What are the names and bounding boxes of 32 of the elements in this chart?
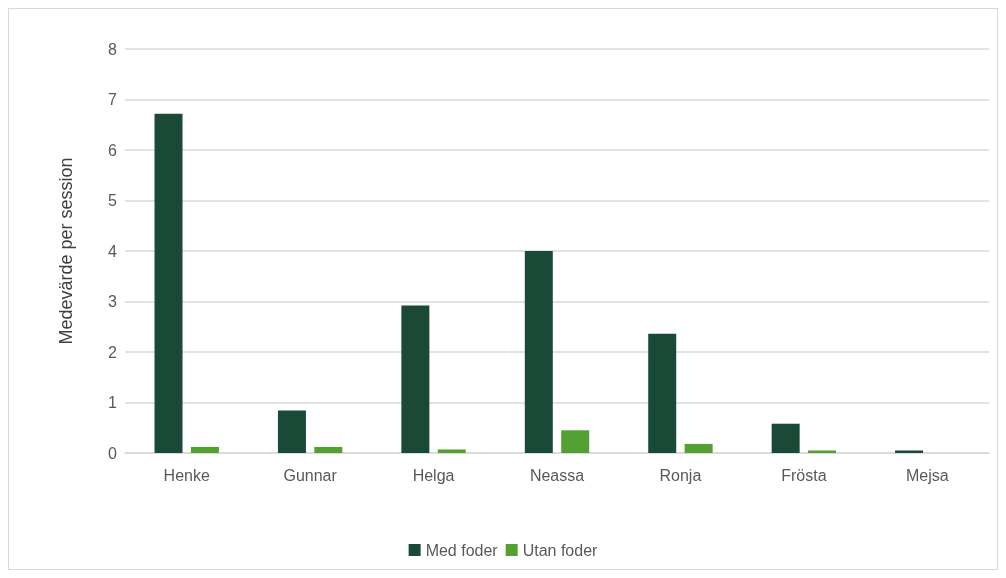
x-tick-label: Gunnar <box>283 466 338 484</box>
y-tick-label: 7 <box>108 91 118 108</box>
bar <box>684 443 713 453</box>
y-tick-label: 1 <box>108 394 118 411</box>
x-tick-label: Mejsa <box>905 466 949 484</box>
bar <box>154 113 183 453</box>
x-tick-label: Ronja <box>659 466 702 484</box>
bar <box>524 251 553 453</box>
y-axis-title: Medevärde per session <box>56 157 76 345</box>
bar <box>808 450 837 453</box>
bar <box>771 423 800 453</box>
y-tick-label: 6 <box>108 141 118 159</box>
bar <box>437 449 466 453</box>
y-tick-label: 4 <box>108 242 118 260</box>
bar <box>648 333 677 453</box>
y-tick-label: 2 <box>108 343 118 361</box>
legend-label: Utan foder <box>522 541 599 559</box>
bar <box>561 430 590 453</box>
y-tick-label: 5 <box>108 192 118 209</box>
y-tick-label: 0 <box>108 444 118 462</box>
x-tick-label: Henke <box>163 466 210 484</box>
bar <box>190 446 219 453</box>
x-tick-label: Frösta <box>781 466 827 484</box>
x-tick-label: Neassa <box>529 466 585 484</box>
bar <box>314 446 343 453</box>
bar <box>277 410 306 453</box>
x-tick-label: Helga <box>412 466 455 484</box>
y-tick-label: 3 <box>108 293 118 310</box>
y-tick-label: 8 <box>108 40 118 58</box>
bar <box>401 305 430 453</box>
bar <box>895 450 924 453</box>
legend-label: Med foder <box>425 541 499 559</box>
